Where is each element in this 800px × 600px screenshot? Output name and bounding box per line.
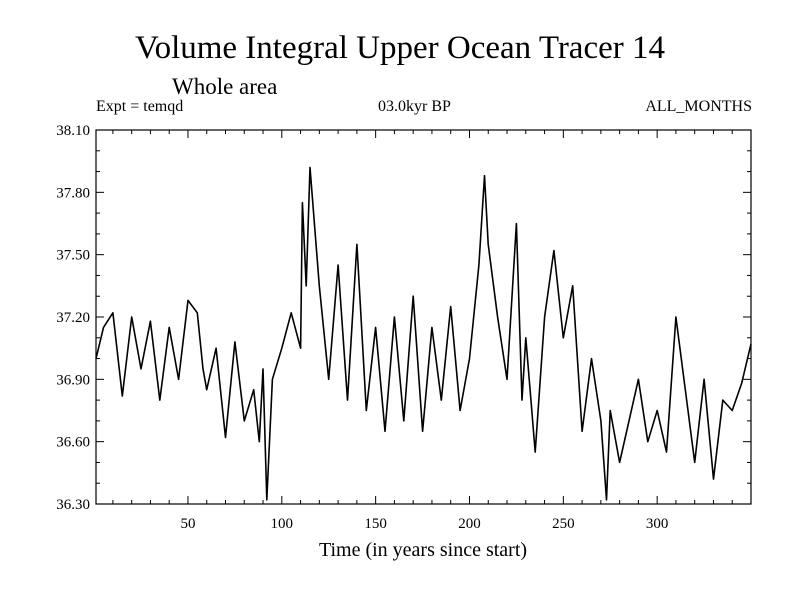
period-label: 03.0kyr BP bbox=[378, 98, 451, 115]
x-tick-label: 200 bbox=[458, 516, 481, 532]
y-tick-label: 36.30 bbox=[56, 497, 90, 513]
y-tick-label: 36.90 bbox=[56, 372, 90, 388]
x-axis-title: Time (in years since start) bbox=[319, 539, 527, 561]
x-tick-label: 250 bbox=[552, 516, 575, 532]
y-tick-label: 36.60 bbox=[56, 435, 90, 451]
x-axis: 50 100 150 200 250 300 bbox=[112, 130, 752, 532]
y-axis: 36.30 36.60 36.90 37.20 37.50 37.80 38.10 bbox=[56, 123, 751, 513]
x-tick-label: 150 bbox=[364, 516, 387, 532]
x-tick-label: 300 bbox=[646, 516, 669, 532]
experiment-label: Expt = temqd bbox=[96, 98, 184, 115]
data-series-line bbox=[95, 166, 752, 501]
x-tick-label: 50 bbox=[180, 516, 195, 532]
y-tick-label: 37.80 bbox=[56, 185, 90, 201]
months-label: ALL_MONTHS bbox=[645, 98, 752, 115]
chart-title: Volume Integral Upper Ocean Tracer 14 bbox=[135, 30, 665, 66]
y-tick-label: 37.20 bbox=[56, 310, 90, 326]
plot-frame bbox=[95, 129, 752, 505]
y-tick-label: 38.10 bbox=[56, 123, 90, 139]
chart-subtitle: Whole area bbox=[172, 74, 278, 99]
x-tick-label: 100 bbox=[271, 516, 294, 532]
y-tick-label: 37.50 bbox=[56, 248, 90, 264]
